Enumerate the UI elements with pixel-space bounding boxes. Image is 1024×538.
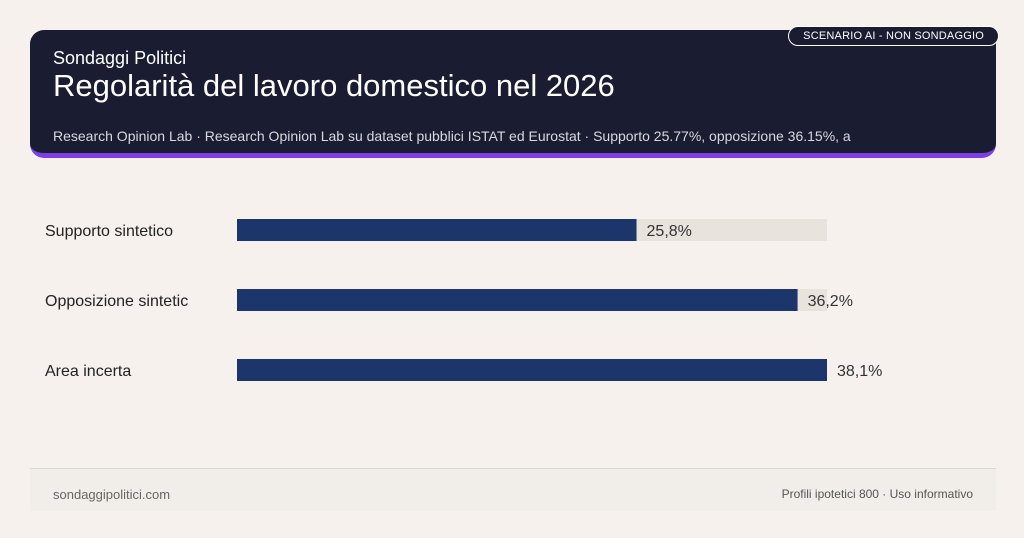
header-card: Sondaggi Politici Regolarità del lavoro … xyxy=(30,26,999,158)
footer: sondaggipolitici.com Profili ipotetici 8… xyxy=(30,468,996,511)
bar xyxy=(237,289,798,311)
header-subtitle: Research Opinion Lab · Research Opinion … xyxy=(53,128,851,144)
page-title: Regolarità del lavoro domestico nel 2026 xyxy=(53,68,615,103)
category-label: Area incerta xyxy=(45,363,131,380)
footer-site: sondaggipolitici.com xyxy=(53,487,171,502)
scenario-badge: SCENARIO AI - NON SONDAGGIO xyxy=(788,26,999,46)
bar-chart: Supporto sintetico 25,8% Opposizione sinte… xyxy=(45,219,882,381)
footer-note: Profili ipotetici 800 · Uso informativo xyxy=(781,487,973,501)
category-label: Opposizione sintetic xyxy=(45,293,188,310)
category-label: Supporto sintetico xyxy=(45,223,173,240)
data-label: 38,1% xyxy=(837,363,882,380)
bar xyxy=(237,359,827,381)
bar xyxy=(237,219,637,241)
header-kicker: Sondaggi Politici xyxy=(53,48,187,68)
data-label: 25,8% xyxy=(647,223,692,240)
data-label: 36,2% xyxy=(808,293,853,310)
